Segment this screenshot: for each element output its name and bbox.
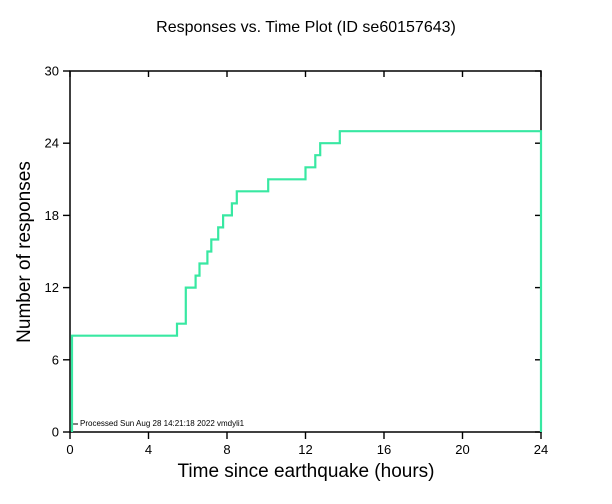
x-axis-label: Time since earthquake (hours) — [177, 461, 435, 482]
x-tick-label: 20 — [455, 442, 469, 457]
y-axis-label: Number of responses — [14, 161, 35, 343]
y-tick-label: 18 — [45, 208, 59, 223]
y-tick-label: 12 — [45, 280, 59, 295]
y-tick-label: 0 — [52, 425, 59, 440]
axes-box — [69, 70, 542, 433]
x-tick-label: 24 — [534, 442, 548, 457]
x-tick-label: 4 — [145, 442, 152, 457]
x-tick-label: 16 — [377, 442, 391, 457]
y-tick-label: 6 — [52, 352, 59, 367]
x-tick-label: 8 — [223, 442, 230, 457]
y-tick-label: 24 — [45, 136, 59, 151]
x-tick-label: 12 — [298, 442, 312, 457]
chart-title: Responses vs. Time Plot (ID se60157643) — [156, 19, 456, 36]
y-tick-label: 30 — [45, 64, 59, 79]
x-tick-label: 0 — [66, 442, 73, 457]
processed-annotation: Processed Sun Aug 28 14:21:18 2022 vmdyl… — [80, 419, 245, 428]
response-count-series — [70, 130, 543, 432]
